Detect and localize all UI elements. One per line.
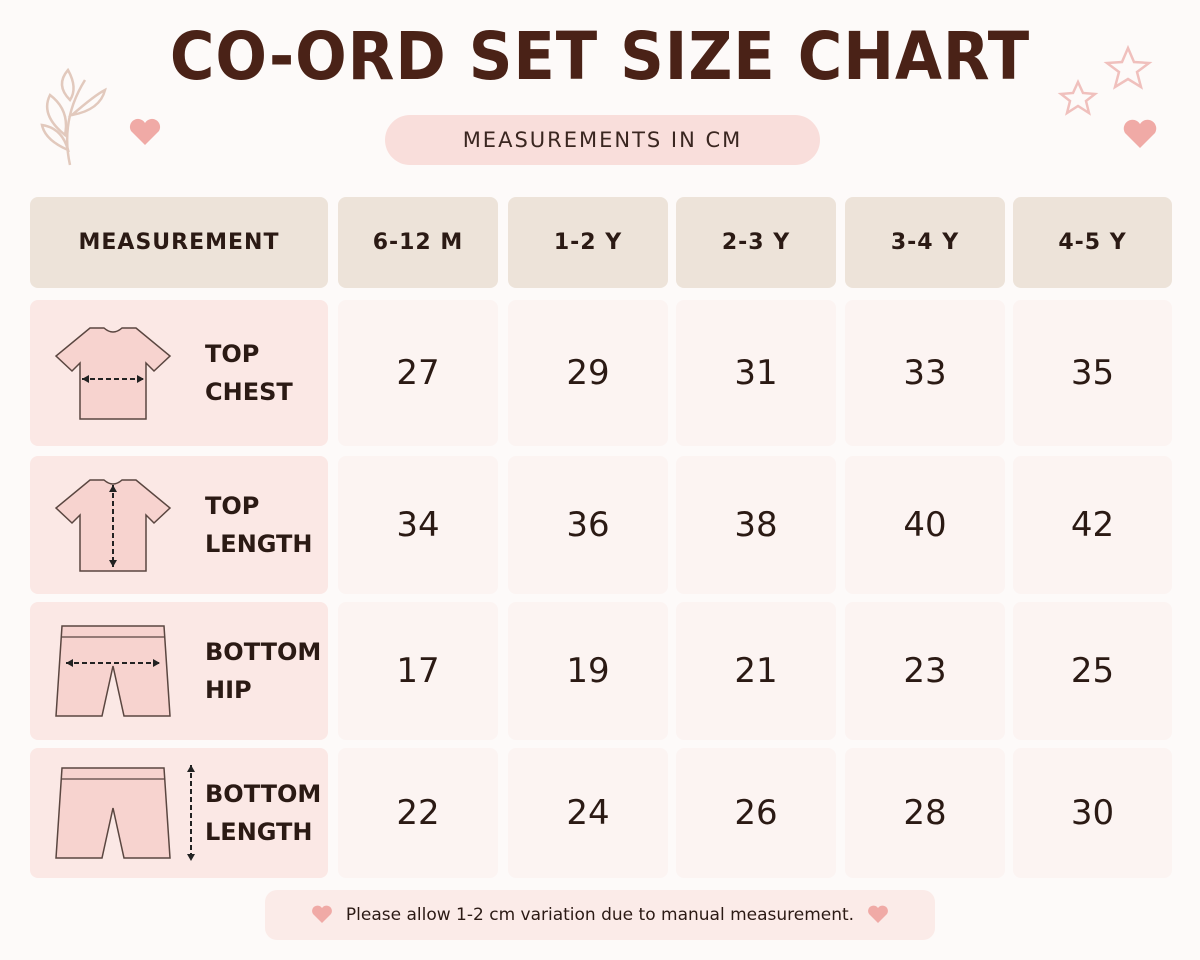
measurement-value: 25 bbox=[1013, 602, 1172, 740]
measurement-value: 31 bbox=[676, 300, 836, 446]
garment-icon bbox=[55, 625, 171, 717]
row-label: BOTTOM HIP bbox=[205, 633, 321, 709]
subtitle: MEASUREMENTS IN CM bbox=[385, 115, 820, 165]
row-label-line: HIP bbox=[205, 676, 252, 704]
column-header: 1-2 Y bbox=[508, 197, 668, 288]
measurement-value: 36 bbox=[508, 456, 668, 594]
title: CO-ORD SET SIZE CHART bbox=[169, 18, 1031, 95]
footer-note: Please allow 1-2 cm variation due to man… bbox=[265, 890, 935, 940]
row-label-cell: TOP CHEST bbox=[30, 300, 328, 446]
row-label: BOTTOM LENGTH bbox=[205, 775, 321, 851]
measurement-value: 23 bbox=[845, 602, 1005, 740]
measurement-value: 38 bbox=[676, 456, 836, 594]
row-label-line: CHEST bbox=[205, 378, 293, 406]
heart-icon bbox=[868, 905, 889, 923]
row-label-line: BOTTOM bbox=[205, 638, 322, 666]
measurement-value: 29 bbox=[508, 300, 668, 446]
row-label: TOP CHEST bbox=[205, 335, 293, 411]
measurement-value: 21 bbox=[676, 602, 836, 740]
measurement-value: 27 bbox=[338, 300, 498, 446]
measurement-value: 30 bbox=[1013, 748, 1172, 878]
row-label-line: BOTTOM bbox=[205, 780, 322, 808]
row-label-line: LENGTH bbox=[205, 530, 313, 558]
row-label-line: TOP bbox=[205, 492, 260, 520]
row-label-line: LENGTH bbox=[205, 818, 313, 846]
column-header: 3-4 Y bbox=[845, 197, 1005, 288]
row-label-line: TOP bbox=[205, 340, 260, 368]
column-header: 6-12 M bbox=[338, 197, 498, 288]
measurement-value: 17 bbox=[338, 602, 498, 740]
garment-icon bbox=[55, 765, 195, 861]
measurement-value: 34 bbox=[338, 456, 498, 594]
row-label-cell: BOTTOM HIP bbox=[30, 602, 328, 740]
row-label: TOP LENGTH bbox=[205, 487, 313, 563]
heart-icon bbox=[311, 905, 332, 923]
measurement-value: 28 bbox=[845, 748, 1005, 878]
column-header: MEASUREMENT bbox=[30, 197, 328, 288]
measurement-value: 35 bbox=[1013, 300, 1172, 446]
column-header: 4-5 Y bbox=[1013, 197, 1172, 288]
garment-icon bbox=[54, 479, 172, 572]
column-header: 2-3 Y bbox=[676, 197, 836, 288]
measurement-value: 26 bbox=[676, 748, 836, 878]
row-label-cell: BOTTOM LENGTH bbox=[30, 748, 328, 878]
measurement-value: 40 bbox=[845, 456, 1005, 594]
measurement-value: 19 bbox=[508, 602, 668, 740]
garment-icon bbox=[54, 327, 172, 420]
measurement-value: 22 bbox=[338, 748, 498, 878]
decorations bbox=[40, 44, 1157, 166]
measurement-value: 33 bbox=[845, 300, 1005, 446]
row-label-cell: TOP LENGTH bbox=[30, 456, 328, 594]
measurement-value: 42 bbox=[1013, 456, 1172, 594]
note-text: Please allow 1-2 cm variation due to man… bbox=[345, 905, 855, 925]
measurement-value: 24 bbox=[508, 748, 668, 878]
